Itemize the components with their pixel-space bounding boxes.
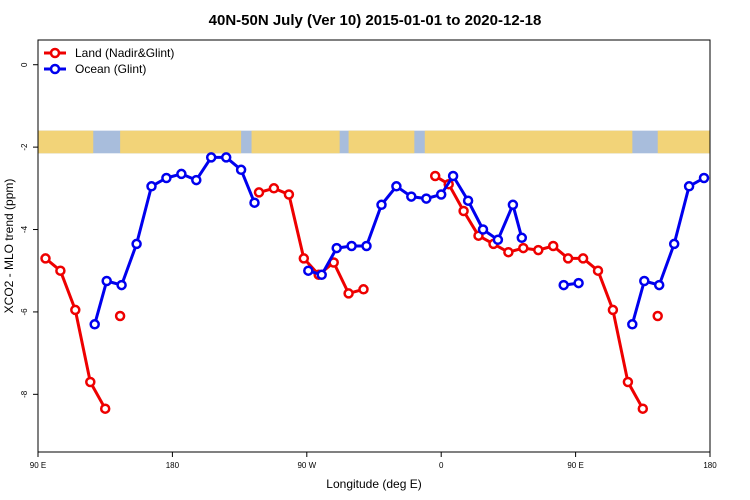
ocean-point-0-7 [191,174,202,186]
ocean-point-1-12 [477,224,489,235]
land-point-3-9 [562,253,574,264]
y-axis: 0 -2 -4 -6 -8 [20,62,38,398]
land-point-0-4 [99,403,111,414]
ocean-point-0-11 [249,197,260,208]
x-tick-label-1: 180 [166,461,180,470]
ocean-point-1-13 [492,234,504,246]
land-point-1-0 [114,310,126,322]
ocean-point-1-15 [516,232,528,244]
land-point-0-2 [70,304,81,316]
ocean-point-1-8 [421,193,432,204]
land-point-3-13 [622,376,634,388]
y-axis-label: XCO2 - MLO trend (ppm) [2,179,16,314]
ocean-point-0-5 [161,172,172,184]
ocean-point-0-2 [116,279,127,291]
series-layer [40,152,710,414]
ocean-point-1-9 [435,189,447,200]
land-series-line-0 [44,257,107,410]
x-tick-label-2: 90 W [297,461,316,470]
ocean-point-1-1 [316,269,327,281]
legend-ocean-label: Ocean (Glint) [75,62,146,76]
land-point-3-5 [503,246,514,258]
ocean-point-2-1 [573,277,584,289]
land-series-line-2 [258,186,364,295]
land-point-2-6 [343,288,354,299]
land-point-2-3 [298,253,310,264]
ocean-point-0-6 [176,168,187,180]
land-point-0-3 [85,376,96,388]
ocean-series-line-0 [93,155,256,325]
y-tick-label-0: 0 [20,62,29,67]
ocean-series-line-1 [307,174,524,277]
land-point-2-0 [253,187,265,198]
ocean-point-0-10 [235,164,247,176]
ocean-point-1-7 [406,191,417,202]
land-point-3-11 [592,265,604,276]
ocean-point-1-11 [462,195,474,206]
y-tick-label-3: -6 [20,308,29,316]
ocean-point-0-4 [146,181,157,192]
land-point-3-0 [429,170,441,182]
map-land-3 [348,130,415,154]
world-map-strip [38,130,710,154]
plot-frame [37,39,711,453]
ocean-point-0-0 [89,319,100,330]
ocean-point-0-3 [131,238,142,250]
x-tick-label-0: 90 E [30,461,46,470]
ocean-point-1-5 [376,199,387,211]
ocean-point-3-5 [698,172,710,184]
x-axis: 90 E 180 90 W 0 90 E 180 [30,452,717,470]
ocean-series-line-3 [630,176,705,325]
ocean-point-0-1 [101,275,112,287]
land-point-3-7 [533,244,544,256]
chart-title: 40N-50N July (Ver 10) 2015-01-01 to 2020… [209,12,542,29]
legend-land-marker [49,47,61,59]
ocean-point-1-10 [447,170,459,182]
ocean-point-1-2 [331,242,342,254]
land-point-2-7 [358,284,369,295]
ocean-point-3-1 [639,275,650,287]
ocean-point-1-6 [391,181,402,192]
ocean-point-3-0 [627,319,638,330]
ocean-point-1-3 [346,240,357,252]
map-land-4 [424,130,633,154]
y-tick-label-1: -2 [20,143,29,151]
land-point-3-8 [547,240,559,252]
ocean-point-2-0 [558,279,569,291]
land-point-0-0 [40,253,51,264]
ocean-point-1-14 [507,199,519,211]
land-point-3-2 [458,205,469,217]
ocean-point-3-3 [668,238,680,250]
map-land-2 [251,130,340,154]
legend-land-label: Land (Nadir&Glint) [75,46,174,60]
land-point-3-6 [518,242,529,254]
map-land-0 [38,130,94,154]
map-land-5 [657,130,710,154]
y-tick-label-2: -4 [20,225,29,233]
ocean-point-3-2 [653,279,665,291]
ocean-point-0-9 [220,152,232,163]
x-tick-label-3: 0 [439,461,444,470]
ocean-point-1-0 [303,265,314,276]
ocean-point-3-4 [683,181,695,192]
x-tick-label-5: 180 [703,461,717,470]
land-point-4-0 [652,310,663,322]
ocean-point-0-8 [205,152,217,163]
land-point-3-14 [637,403,649,414]
x-tick-label-4: 90 E [567,461,583,470]
x-axis-label: Longitude (deg E) [326,477,421,491]
land-point-2-2 [283,189,295,200]
y-tick-label-4: -8 [20,390,29,398]
map-land-1 [120,130,242,154]
land-point-3-12 [607,304,619,316]
legend: Land (Nadir&Glint) Ocean (Glint) [44,46,174,76]
ocean-point-1-4 [361,240,372,252]
land-point-0-1 [55,265,66,276]
legend-ocean-marker [49,63,61,75]
land-point-3-10 [577,253,589,264]
land-point-2-1 [268,183,280,194]
